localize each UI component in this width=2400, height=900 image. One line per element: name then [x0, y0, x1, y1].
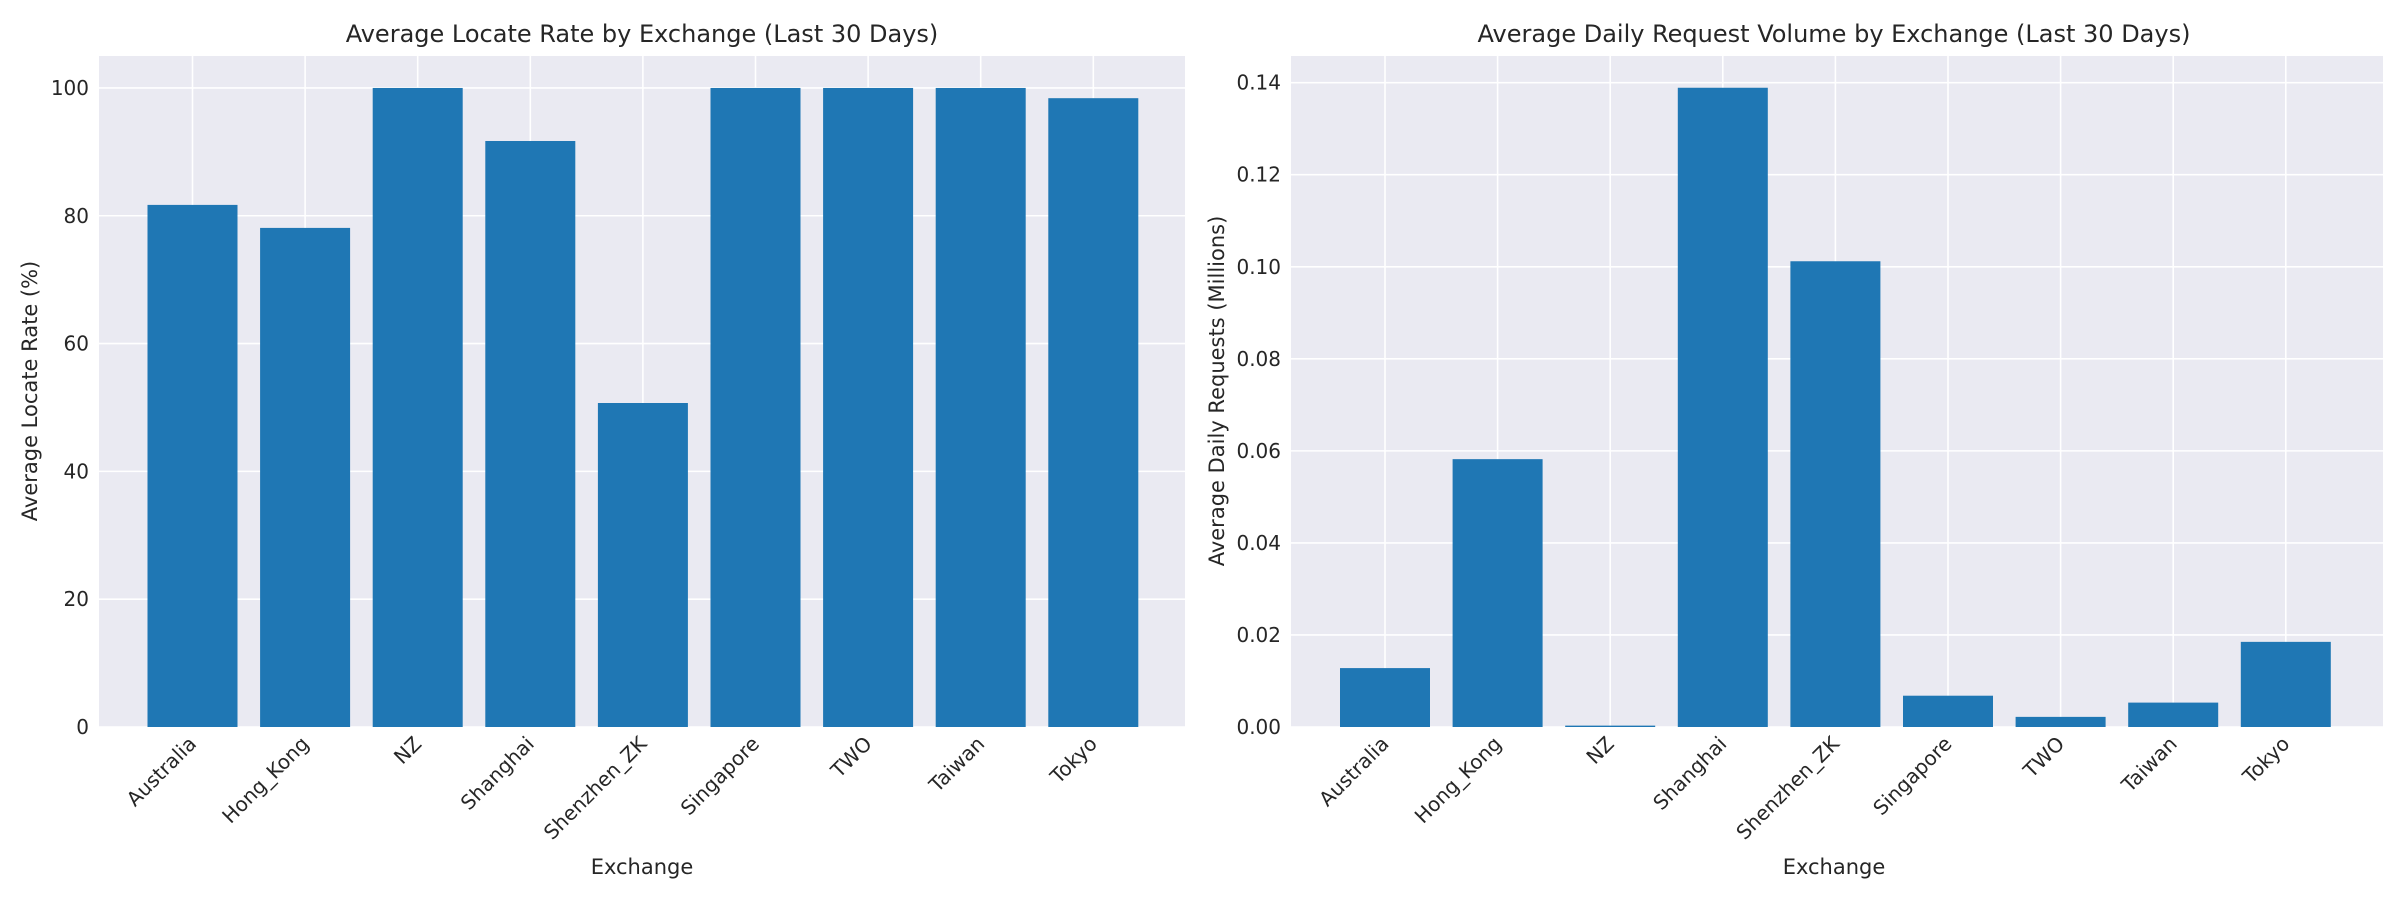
locate-rate-chart-title: Average Locate Rate by Exchange (Last 30…	[346, 20, 939, 48]
request-volume-chart: Australia Hong_Kong NZ Shanghai Shenzhen_ZK S…	[1205, 20, 2383, 879]
locate-rate-y-tick-label: 60	[64, 332, 89, 356]
locate-rate-x-tick-label: Australia	[122, 732, 202, 812]
request-volume-bar-australia	[1340, 668, 1430, 727]
locate-rate-bar-singapore	[710, 87, 801, 727]
locate-rate-bar-shenzhen-zk	[597, 403, 688, 727]
request-volume-bar-singapore	[1903, 695, 1993, 727]
locate-rate-y-tick-label: 80	[64, 204, 89, 228]
request-volume-bars	[1340, 87, 2331, 728]
locate-rate-x-tick-label: Hong_Kong	[217, 732, 313, 828]
request-volume-y-tick-label: 0.14	[1236, 71, 1281, 95]
locate-rate-y-tick-label: 40	[64, 459, 89, 483]
locate-rate-bar-two	[823, 87, 914, 727]
request-volume-bar-shenzhen-zk	[1790, 261, 1881, 727]
request-volume-bar-two	[2015, 716, 2106, 727]
locate-rate-x-tick-label: Tokyo	[1045, 732, 1102, 789]
request-volume-bar-shanghai	[1677, 87, 1768, 728]
locate-rate-x-tick-label: Taiwan	[923, 732, 989, 798]
request-volume-x-tick-label: Singapore	[1868, 732, 1956, 820]
locate-rate-y-tick-label: 20	[64, 587, 89, 611]
locate-rate-bar-australia	[147, 204, 238, 728]
request-volume-bar-tokyo	[2240, 641, 2331, 727]
request-volume-bar-hong-kong	[1452, 459, 1543, 727]
locate-rate-x-axis-label: Exchange	[591, 855, 694, 879]
locate-rate-bars	[147, 87, 1139, 728]
locate-rate-chart: Australia Hong_Kong NZ Shanghai Shenzhen_ZK S…	[18, 20, 1185, 879]
request-volume-x-tick-label: Shanghai	[1648, 732, 1731, 815]
request-volume-y-tick-label: 0.12	[1236, 163, 1281, 187]
request-volume-y-tick-label: 0.06	[1236, 439, 1281, 463]
locate-rate-x-tick-label: Shanghai	[456, 732, 539, 815]
request-volume-y-tick-label: 0.04	[1236, 531, 1281, 555]
request-volume-x-tick-label: NZ	[1581, 732, 1618, 769]
locate-rate-bar-nz	[372, 87, 463, 727]
locate-rate-y-axis-label: Average Locate Rate (%)	[18, 261, 42, 522]
request-volume-x-tick-label: Australia	[1314, 732, 1394, 812]
request-volume-chart-title: Average Daily Request Volume by Exchange…	[1478, 20, 2191, 48]
locate-rate-x-tick-label: TWO	[825, 732, 876, 783]
locate-rate-bar-tokyo	[1048, 98, 1139, 728]
request-volume-x-axis-label: Exchange	[1783, 855, 1886, 879]
request-volume-y-axis-label: Average Daily Requests (Millions)	[1205, 216, 1229, 567]
request-volume-x-tick-label: TWO	[2018, 732, 2069, 783]
request-volume-y-tick-label: 0.10	[1236, 255, 1281, 279]
request-volume-x-tick-label: Taiwan	[2116, 732, 2182, 798]
locate-rate-x-tick-label: Shenzhen_ZK	[539, 731, 652, 844]
request-volume-x-tick-label: Tokyo	[2237, 732, 2294, 789]
locate-rate-y-tick-label: 100	[51, 76, 89, 100]
locate-rate-x-tick-label: NZ	[389, 732, 426, 769]
request-volume-x-tick-label: Shenzhen_ZK	[1731, 731, 1844, 844]
request-volume-y-tick-label: 0.00	[1236, 715, 1281, 739]
request-volume-x-tick-label: Hong_Kong	[1410, 732, 1506, 828]
request-volume-y-tick-labels: 0.00 0.02 0.04 0.06 0.08 0.10 0.12 0.14	[1236, 71, 1281, 739]
locate-rate-y-tick-label: 0	[76, 715, 89, 739]
locate-rate-bar-taiwan	[935, 87, 1026, 727]
locate-rate-y-tick-labels: 0 20 40 60 80 100	[51, 76, 89, 739]
request-volume-bar-nz	[1565, 725, 1656, 727]
locate-rate-x-tick-label: Singapore	[676, 732, 764, 820]
request-volume-y-tick-label: 0.02	[1236, 623, 1281, 647]
request-volume-bar-taiwan	[2128, 702, 2219, 727]
locate-rate-bar-hong-kong	[260, 227, 351, 727]
request-volume-x-tick-labels: Australia Hong_Kong NZ Shanghai Shenzhen_ZK S…	[1314, 731, 2294, 844]
locate-rate-bar-shanghai	[485, 140, 576, 727]
locate-rate-x-tick-labels: Australia Hong_Kong NZ Shanghai Shenzhen_ZK S…	[122, 731, 1102, 844]
request-volume-y-tick-label: 0.08	[1236, 347, 1281, 371]
